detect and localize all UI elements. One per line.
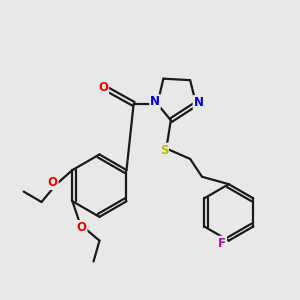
- Text: F: F: [218, 236, 226, 250]
- Text: S: S: [160, 143, 168, 157]
- Text: O: O: [76, 221, 87, 234]
- Text: O: O: [48, 176, 58, 189]
- Text: N: N: [194, 96, 203, 109]
- Text: N: N: [150, 95, 160, 108]
- Text: O: O: [98, 81, 108, 94]
